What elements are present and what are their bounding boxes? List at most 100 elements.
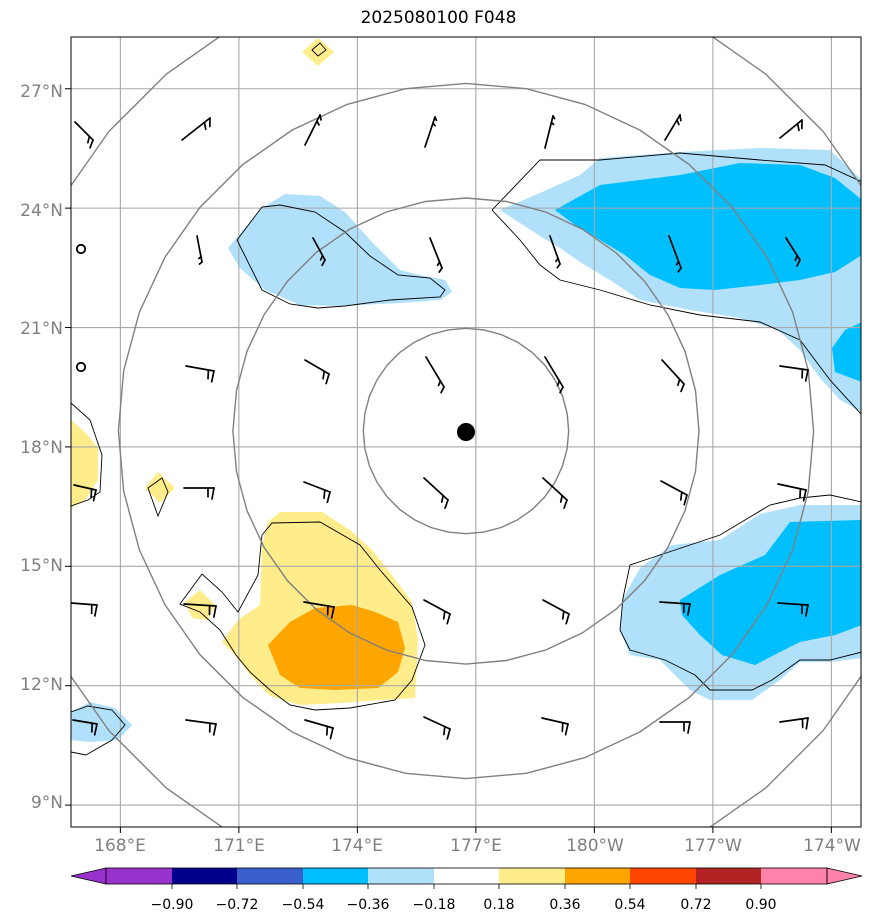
calm-marker (75, 361, 87, 373)
colorbar-label: −0.90 (151, 897, 194, 913)
wind-barb (303, 481, 331, 504)
range-rings (71, 37, 861, 827)
colorbar-extend-low (70, 867, 107, 885)
wind-barb (541, 717, 569, 736)
wind-barb (304, 359, 330, 385)
wind-barb (183, 487, 215, 500)
wind-barb (303, 601, 335, 619)
wind-barb (542, 599, 570, 625)
wind-barb (423, 716, 451, 740)
wind-barb (664, 114, 682, 141)
wind-barb (779, 717, 809, 730)
wind-barb (777, 483, 807, 502)
range-ring (117, 82, 815, 780)
colorbar-label: 0.18 (483, 897, 514, 913)
storm-center-marker (457, 423, 475, 441)
colorbar-seg (761, 868, 827, 884)
wind-barbs (71, 114, 809, 740)
wind-barb (304, 114, 322, 146)
lat-label-12n: 12°N (20, 675, 63, 695)
wind-barb (304, 719, 334, 740)
plot-frame (70, 36, 862, 828)
lon-label-174e: 174°E (331, 836, 383, 856)
field-orange-sw (268, 605, 405, 690)
lat-label-15n: 15°N (20, 556, 63, 576)
lon-label-174w: 174°W (803, 836, 861, 856)
contour-ne-inner (491, 209, 861, 415)
range-ring (232, 197, 700, 665)
colorbar-label: 0.36 (549, 897, 580, 913)
lon-label-180w: 180°W (566, 836, 624, 856)
range-ring (71, 37, 861, 827)
wind-barb (542, 477, 568, 509)
wind-barb (544, 356, 564, 394)
contour-small-w (147, 477, 169, 518)
field-blue-e-edge (832, 322, 861, 382)
wind-barb (660, 480, 688, 506)
field-yellow-small-n (302, 38, 334, 66)
calm-marker (75, 243, 87, 255)
wind-barb (425, 356, 445, 394)
range-ring (362, 327, 570, 535)
wind-barb (312, 237, 326, 267)
wind-barb (549, 235, 561, 269)
field-blue-ne (555, 163, 861, 290)
wind-barb (429, 237, 443, 273)
colorbar-seg (303, 868, 368, 884)
colorbar-seg (106, 868, 172, 884)
wind-barb (181, 117, 211, 141)
colorbar-label: 0.54 (614, 897, 645, 913)
wind-barb (423, 477, 449, 509)
wind-barb (73, 484, 97, 502)
colorbar-seg (565, 868, 630, 884)
field-blue-se (680, 520, 861, 665)
lon-label-171e: 171°E (213, 836, 265, 856)
colorbar-frame (105, 867, 828, 885)
lat-label-21n: 21°N (20, 319, 63, 339)
wind-barb (74, 121, 94, 149)
colorbar-seg (368, 868, 434, 884)
calm-markers (75, 243, 87, 373)
lon-axis-labels: 168°E 171°E 174°E 177°E 180°W 177°W 174°… (94, 836, 861, 856)
colorbar-label: −0.54 (282, 897, 325, 913)
colorbar-label: −0.36 (347, 897, 390, 913)
lat-label-18n: 18°N (20, 438, 63, 458)
contour-se (619, 494, 861, 691)
lon-label-177w: 177°W (684, 836, 742, 856)
contour-w-edge (71, 402, 103, 507)
lat-label-24n: 24°N (20, 201, 63, 221)
colorbar-extend-high (826, 867, 863, 885)
contour-lines (71, 42, 861, 756)
field-light-blue-nw (228, 194, 452, 306)
contour-nw (236, 204, 446, 309)
lon-label-177e: 177°E (450, 836, 502, 856)
wind-barb (779, 365, 809, 382)
field-yellow-w-edge (71, 420, 98, 508)
wind-barb (659, 601, 691, 616)
contour-ne (491, 152, 861, 211)
wind-barb (544, 115, 556, 149)
wind-barb (668, 235, 682, 273)
colorbar-seg (499, 868, 565, 884)
colorbar-seg (434, 868, 499, 884)
colorbar-label: −0.18 (413, 897, 456, 913)
graticule (71, 37, 861, 827)
colorbar-seg (696, 868, 761, 884)
map-title: 2025080100 F048 (360, 8, 517, 28)
lat-label-9n: 9°N (31, 793, 63, 813)
colorbar-label: 0.90 (745, 897, 776, 913)
wind-barb (71, 602, 98, 617)
colorbar-label: −0.72 (216, 897, 259, 913)
wind-barb (424, 116, 438, 148)
wind-barb (659, 721, 691, 734)
wind-barb (185, 365, 215, 383)
contour-sw (179, 521, 426, 711)
contour-small-n (311, 42, 327, 57)
wind-barb (196, 235, 203, 265)
wind-barb (777, 602, 809, 617)
colorbar: −0.90 −0.72 −0.54 −0.36 −0.18 0.18 0.36 … (70, 867, 863, 913)
contour-sw-small (71, 705, 126, 756)
wind-barb (183, 603, 217, 618)
lat-axis-labels: 27°N 24°N 21°N 18°N 15°N 12°N 9°N (20, 82, 63, 813)
